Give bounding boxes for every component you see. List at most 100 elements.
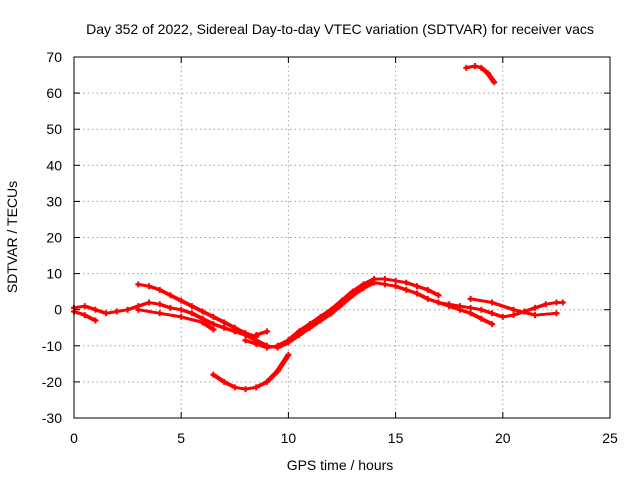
data-traces <box>71 63 566 393</box>
data-point <box>499 313 506 320</box>
data-point <box>424 286 431 293</box>
data-point <box>135 281 142 288</box>
data-point <box>253 331 260 338</box>
data-point <box>178 313 185 320</box>
data-point <box>242 386 249 393</box>
series-trace-1 <box>71 279 566 351</box>
data-point <box>156 301 163 308</box>
data-point <box>81 312 88 319</box>
data-point <box>135 306 142 313</box>
data-point <box>231 384 238 391</box>
data-point <box>306 321 313 328</box>
y-tick-label: 40 <box>46 157 62 173</box>
data-point <box>210 321 217 328</box>
data-point <box>489 310 496 317</box>
data-point <box>178 306 185 313</box>
data-point <box>296 328 303 335</box>
data-point <box>510 312 517 319</box>
y-tick-label: 70 <box>46 49 62 65</box>
data-point <box>484 70 491 77</box>
data-point <box>381 276 388 283</box>
data-point <box>531 312 538 319</box>
data-point <box>188 310 195 317</box>
x-tick-label: 20 <box>495 430 511 446</box>
data-point <box>124 306 131 313</box>
data-point <box>471 63 478 70</box>
data-point <box>156 286 163 293</box>
x-tick-label: 25 <box>602 430 618 446</box>
data-point <box>463 64 470 71</box>
data-point <box>478 64 485 71</box>
data-point <box>146 299 153 306</box>
data-point <box>285 337 292 344</box>
data-point <box>435 292 442 299</box>
data-point <box>210 313 217 320</box>
data-point <box>210 326 217 333</box>
data-point <box>360 281 367 288</box>
data-point <box>371 276 378 283</box>
data-point <box>392 277 399 284</box>
data-point <box>263 378 270 385</box>
data-point <box>167 292 174 299</box>
data-point <box>489 299 496 306</box>
data-point <box>103 310 110 317</box>
series-trace-6 <box>253 328 270 338</box>
x-tick-label: 10 <box>281 430 297 446</box>
grid <box>74 57 610 418</box>
series-line <box>72 281 565 349</box>
y-tick-label: 50 <box>46 121 62 137</box>
data-point <box>559 299 566 306</box>
data-point <box>92 317 99 324</box>
y-tick-label: -10 <box>42 338 62 354</box>
data-point <box>199 319 206 326</box>
data-point <box>478 315 485 322</box>
data-point <box>553 310 560 317</box>
data-point <box>467 304 474 311</box>
data-point <box>253 384 260 391</box>
axis-ticks <box>73 56 611 419</box>
data-point <box>424 295 431 302</box>
series-trace-4 <box>135 306 217 333</box>
y-tick-label: -30 <box>42 410 62 426</box>
data-point <box>188 303 195 310</box>
data-point <box>446 303 453 310</box>
data-point <box>317 313 324 320</box>
data-point <box>414 290 421 297</box>
data-point <box>414 283 421 290</box>
y-tick-label: 0 <box>54 302 62 318</box>
data-point <box>489 321 496 328</box>
data-point <box>553 299 560 306</box>
data-point <box>349 288 356 295</box>
data-point <box>263 328 270 335</box>
data-point <box>403 279 410 286</box>
data-point <box>478 306 485 313</box>
data-point <box>392 283 399 290</box>
data-point <box>285 351 292 358</box>
data-point <box>456 306 463 313</box>
data-point <box>221 378 228 385</box>
data-point <box>467 295 474 302</box>
data-point <box>328 306 335 313</box>
x-axis-label: GPS time / hours <box>287 457 394 473</box>
data-point <box>221 319 228 326</box>
data-point <box>242 330 249 337</box>
data-point <box>339 297 345 304</box>
data-point <box>542 301 549 308</box>
data-point <box>531 304 538 311</box>
y-tick-label: 10 <box>46 266 62 282</box>
data-point <box>435 299 442 306</box>
series-line <box>71 281 563 349</box>
y-tick-label: 30 <box>46 193 62 209</box>
x-tick-label: 15 <box>388 430 404 446</box>
data-point <box>156 310 163 317</box>
data-point <box>491 79 498 86</box>
data-point <box>81 303 88 310</box>
data-point <box>253 340 260 347</box>
data-point <box>467 310 474 317</box>
x-tick-labels: 0 5 10 15 20 25 <box>70 430 618 446</box>
y-tick-label: 60 <box>46 85 62 101</box>
data-point <box>167 304 174 311</box>
data-point <box>146 283 153 290</box>
data-point <box>221 324 228 331</box>
chart-title: Day 352 of 2022, Sidereal Day-to-day VTE… <box>86 21 594 37</box>
